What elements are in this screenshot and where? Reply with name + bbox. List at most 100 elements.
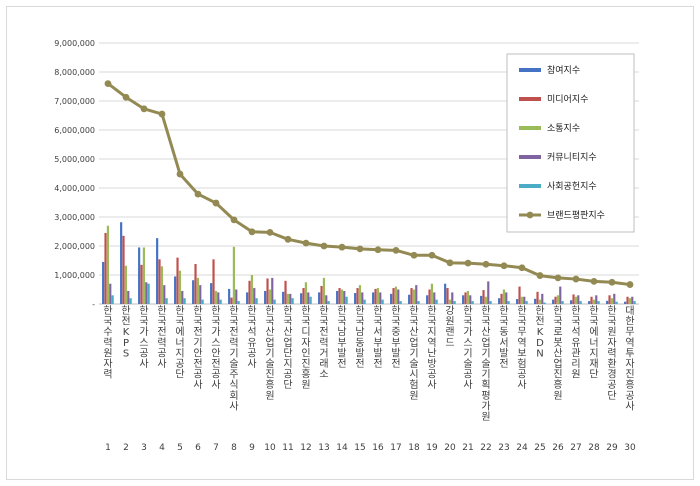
bar: [363, 299, 366, 304]
bar: [606, 300, 609, 304]
bar: [412, 289, 415, 304]
bar: [610, 298, 613, 304]
bar: [595, 295, 598, 304]
bar: [354, 292, 357, 304]
legend-swatch: [519, 97, 541, 101]
legend-label: 브랜드평판지수: [547, 210, 605, 221]
bar: [433, 292, 436, 304]
bar: [145, 282, 148, 304]
bar: [266, 278, 269, 304]
bar: [178, 270, 181, 304]
bar: [217, 292, 220, 304]
brand-reputation-chart: - 1,000,000 2,000,000 3,000,000 4,000,000 5,0…: [54, 39, 639, 453]
legend-label: 사회공헌지수: [547, 181, 597, 192]
bar: [453, 301, 456, 304]
bar: [196, 277, 199, 304]
bar: [174, 276, 177, 304]
axes: - 1,000,000 2,000,000 3,000,000 4,000,000 5,0…: [54, 39, 639, 309]
bar: [219, 299, 222, 304]
bar: [156, 238, 159, 304]
bar: [502, 289, 505, 304]
category-index-label: 28: [588, 443, 600, 453]
bar: [255, 298, 258, 304]
bar: [291, 298, 294, 304]
bar: [212, 259, 215, 304]
bar: [534, 298, 537, 304]
bar: [536, 291, 539, 304]
bar: [183, 298, 186, 304]
category-index-label: 25: [534, 443, 545, 453]
category-index-label: 6: [195, 443, 201, 453]
bar: [343, 290, 346, 304]
bar: [106, 225, 109, 304]
category-index-label: 5: [177, 443, 183, 453]
bar: [507, 301, 510, 304]
bar: [340, 289, 343, 304]
category-index-label: 21: [462, 443, 473, 453]
bar: [237, 301, 240, 304]
bar: [417, 301, 420, 304]
bar: [160, 266, 163, 304]
bar: [430, 283, 433, 304]
bar: [588, 301, 591, 304]
category-index-label: 2: [123, 443, 129, 453]
bar: [194, 263, 197, 304]
bar: [322, 277, 325, 304]
bar: [482, 290, 485, 304]
bar: [520, 296, 523, 304]
bar: [505, 292, 508, 304]
category-index-label: 4: [159, 443, 165, 453]
bar: [289, 293, 292, 304]
bar: [120, 222, 123, 304]
bar: [361, 292, 364, 304]
bar: [613, 293, 616, 304]
bar: [615, 301, 618, 304]
category-index-label: 13: [318, 443, 329, 453]
category-index-label: 18: [408, 443, 420, 453]
category-labels: 한 국 수 력 원 자 력 1 한 전 K P S 2 한 국 가 스 공 사 3 한 국 전 력 공 사 4 한 국 에 너 지 공 단 5 한 국 전 기…: [103, 305, 636, 453]
bar: [318, 292, 321, 304]
bar: [498, 298, 501, 304]
line-point: [536, 272, 544, 279]
bar: [628, 298, 631, 304]
line-point: [194, 190, 202, 198]
bar: [523, 296, 526, 304]
y-tick-label: 3,000,000: [54, 213, 95, 222]
line-point: [122, 93, 130, 101]
bar: [415, 285, 418, 304]
bar: [302, 288, 305, 304]
line-point: [248, 228, 256, 236]
legend-box: [506, 53, 635, 233]
bar: [235, 289, 238, 304]
legend-swatch: [519, 155, 541, 159]
bar: [356, 288, 359, 304]
bar: [325, 295, 328, 304]
bar: [462, 295, 465, 304]
bar: [592, 299, 595, 304]
bar: [111, 295, 114, 304]
bar: [559, 286, 562, 304]
bar: [147, 283, 150, 304]
line-point: [608, 278, 616, 286]
category-index-label: 7: [213, 443, 219, 453]
bar: [410, 288, 413, 304]
bar: [163, 285, 166, 304]
y-tick-label: 7,000,000: [54, 97, 95, 106]
bar: [129, 298, 132, 304]
category-index-label: 10: [264, 443, 276, 453]
y-tick-label: 2,000,000: [54, 242, 95, 251]
y-tick-label: 1,000,000: [54, 271, 95, 280]
bar: [466, 290, 469, 304]
category-index-label: 24: [516, 443, 528, 453]
